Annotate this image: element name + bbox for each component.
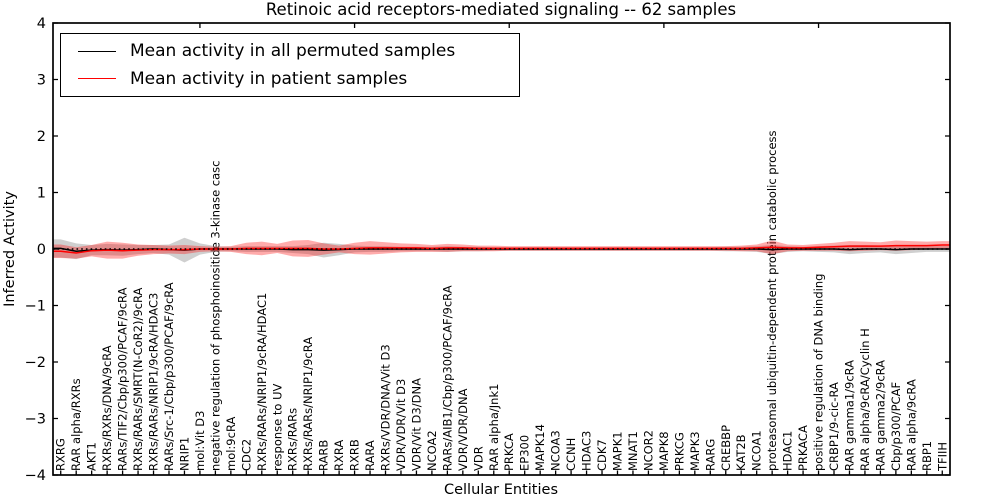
legend-label-patient: Mean activity in patient samples <box>130 68 408 89</box>
x-tick-label: RAR gamma2/9cRA <box>873 360 887 471</box>
x-tick-label: CDK7 <box>595 439 609 471</box>
x-tick-label: MAPK3 <box>688 431 702 471</box>
x-tick-label: RXRs/RARs <box>286 408 300 471</box>
x-tick-label: HDAC3 <box>580 431 594 471</box>
x-tick-label: MAPK1 <box>610 431 624 471</box>
y-tick-label: 4 <box>37 16 46 32</box>
x-tick-label: CDC2 <box>239 439 253 471</box>
x-tick-label: RXRB <box>348 439 362 471</box>
x-tick-labels: RXRG RAR alpha/RXRs AKT1 RXRs/RXRs/DNA/9cRA… <box>54 130 950 472</box>
x-tick-label: NCOR2 <box>641 430 655 471</box>
x-tick-label: RXRs/VDR/DNA/Vit D3 <box>379 344 393 471</box>
x-tick-label: proteasomal ubiquitin-dependent protein … <box>765 130 779 471</box>
x-tick-label: RXRG <box>54 438 68 471</box>
x-tick-label: NCOA2 <box>425 430 439 471</box>
x-tick-label: RARA <box>363 440 377 471</box>
x-tick-label: PRKCG <box>672 432 686 471</box>
x-tick-label: PRKCA <box>502 433 516 471</box>
x-tick-label: mol:9cRA <box>224 417 238 471</box>
legend-line-red <box>78 78 116 80</box>
chart-title: Retinoic acid receptors-mediated signali… <box>266 0 736 19</box>
x-tick-label: VDR/VDR/DNA <box>456 388 470 471</box>
x-tick-label: MNAT1 <box>626 431 640 471</box>
x-tick-label: RAR alpha/9cRA <box>904 379 918 471</box>
y-tick-label: 2 <box>37 129 46 145</box>
y-tick-label: 3 <box>37 73 46 89</box>
x-tick-label: negative regulation of phosphoinositide … <box>208 160 222 471</box>
x-tick-label: VDR/Vit D3/DNA <box>409 378 423 471</box>
y-tick-label: 1 <box>37 186 46 202</box>
x-tick-label: RARB <box>317 440 331 471</box>
x-tick-label: NCOA1 <box>750 430 764 471</box>
x-tick-label: CREBBP <box>719 425 733 471</box>
y-tick-label: −3 <box>25 412 46 428</box>
x-tick-label: RARs/Src-1/Cbp/p300/PCAF/9cRA <box>162 282 176 471</box>
x-tick-label: RXRs/RARs/NRIP1/9cRA/HDAC1 <box>255 293 269 471</box>
x-tick-label: Cbp/p300/PCAF <box>889 382 903 471</box>
x-tick-label: RBP1 <box>920 441 934 471</box>
y-axis-label: Inferred Activity <box>2 191 18 307</box>
x-tick-label: CCNH <box>564 438 578 471</box>
x-tick-label: AKT1 <box>85 442 99 471</box>
x-tick-label: CRBP1/9-cic-RA <box>827 382 841 471</box>
legend-row-patient: Mean activity in patient samples <box>61 69 519 89</box>
x-tick-label: EP300 <box>518 435 532 471</box>
x-tick-label: RARs/AIB1/Cbp/p300/PCAF/9cRA <box>440 285 454 471</box>
x-tick-label: RXRs/RARs/SMRT(N-CoR2)/9cRA <box>131 287 145 471</box>
x-tick-label: RXRA <box>332 440 346 471</box>
mean-line <box>53 244 950 254</box>
x-tick-label: RAR alpha/9cRA/Cyclin H <box>858 328 872 471</box>
x-tick-label: RAR alpha/Jnk1 <box>487 384 501 471</box>
x-tick-label: RXRs/RXRs/DNA/9cRA <box>100 345 114 471</box>
tick-marks <box>53 22 950 476</box>
x-tick-label: RAR gamma1/9cRA <box>842 360 856 471</box>
x-tick-label: NCOA3 <box>549 430 563 471</box>
x-tick-label: RAR alpha/RXRs <box>69 378 83 471</box>
legend-line-black <box>78 50 116 52</box>
x-tick-label: HDAC1 <box>781 431 795 471</box>
legend-label-permuted: Mean activity in all permuted samples <box>130 41 456 62</box>
x-tick-label: KAT2B <box>734 434 748 471</box>
x-axis-label: Cellular Entities <box>444 482 558 498</box>
x-tick-label: VDR/VDR/Vit D3 <box>394 379 408 471</box>
x-tick-label: MAPK8 <box>657 431 671 471</box>
x-tick-label: PRKACA <box>796 425 810 471</box>
legend: Mean activity in all permuted samples Me… <box>60 33 520 97</box>
axis-ticks <box>53 22 950 476</box>
band <box>53 237 950 263</box>
legend-row-permuted: Mean activity in all permuted samples <box>61 41 519 61</box>
y-tick-labels: 4 3 2 1 0 −1 −2 −3 −4 <box>25 16 46 484</box>
x-tick-label: positive regulation of DNA binding <box>812 274 826 471</box>
x-tick-label: TFIIH <box>935 442 949 472</box>
x-tick-label: RARs/TIF2/Cbp/p300/PCAF/9cRA <box>116 287 130 471</box>
x-tick-label: NRIP1 <box>177 437 191 471</box>
x-tick-label: MAPK14 <box>533 424 547 471</box>
y-tick-label: −2 <box>25 355 46 371</box>
y-tick-label: 0 <box>37 242 46 258</box>
y-tick-label: −4 <box>25 468 46 484</box>
x-tick-label: RXRs/RARs/NRIP1/9cRA <box>301 337 315 471</box>
x-tick-label: response to UV <box>270 383 284 471</box>
x-tick-label: RARG <box>703 439 717 471</box>
x-tick-label: RXRs/RARs/NRIP1/9cRA/HDAC3 <box>147 293 161 471</box>
y-tick-label: −1 <box>25 299 46 315</box>
x-tick-label: mol:Vit D3 <box>193 411 207 471</box>
x-tick-label: VDR <box>471 446 485 471</box>
